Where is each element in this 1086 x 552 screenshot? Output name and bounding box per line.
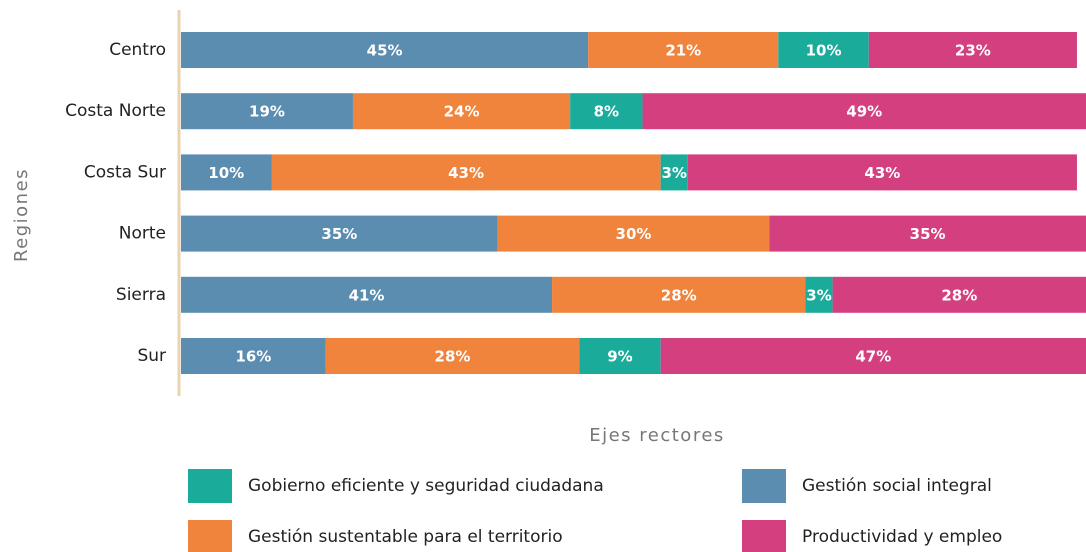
bar-segment <box>552 276 806 313</box>
bar-segment <box>181 32 589 68</box>
bar-segment <box>181 93 353 130</box>
data-label: 35% <box>321 225 357 243</box>
bar-segment <box>832 276 1086 313</box>
bar-segment <box>687 154 1077 191</box>
data-label: 28% <box>435 348 471 366</box>
legend-label: Gestión sustentable para el territorio <box>248 527 563 547</box>
data-label: 28% <box>941 286 977 304</box>
bar-segment <box>579 338 661 374</box>
legend-swatch <box>188 469 232 503</box>
y-tick-label: Centro <box>109 40 166 60</box>
legend-label: Productividad y empleo <box>802 527 1002 547</box>
legend-swatch <box>188 520 232 552</box>
data-label: 43% <box>448 164 484 182</box>
data-label: 30% <box>616 225 652 243</box>
data-label: 28% <box>661 286 697 304</box>
y-tick-label: Sur <box>137 346 166 366</box>
bar-segment <box>325 338 580 374</box>
y-tick-label: Costa Sur <box>84 162 166 182</box>
data-label: 16% <box>235 348 271 366</box>
bar-segment <box>660 154 688 191</box>
legend-swatch <box>742 520 786 552</box>
bar-segment <box>570 93 643 130</box>
data-label: 45% <box>367 42 403 60</box>
bar-segment <box>271 154 661 191</box>
bar-segment <box>181 338 326 374</box>
bar-segment <box>805 276 833 313</box>
data-label: 19% <box>249 103 285 121</box>
bar-segment <box>660 338 1086 374</box>
data-label: 10% <box>806 42 842 60</box>
bar-segment <box>181 276 553 313</box>
legend-label: Gestión social integral <box>802 476 992 496</box>
y-tick-label: Costa Norte <box>65 101 166 121</box>
bar-segment <box>769 215 1086 252</box>
data-label: 3% <box>806 286 831 304</box>
data-label: 9% <box>607 348 632 366</box>
data-label: 23% <box>955 42 991 60</box>
data-label: 35% <box>910 225 946 243</box>
y-tick-label: Norte <box>119 224 166 244</box>
data-label: 47% <box>855 348 891 366</box>
data-label: 49% <box>846 103 882 121</box>
data-label: 3% <box>661 164 686 182</box>
x-axis-label: Ejes rectores <box>589 425 725 446</box>
bar-segment <box>497 215 770 252</box>
data-label: 43% <box>864 164 900 182</box>
y-tick-label: Sierra <box>116 285 166 305</box>
data-label: 8% <box>594 103 619 121</box>
bar-segment <box>181 154 272 191</box>
bar-segment <box>181 215 498 252</box>
bar-segment <box>868 32 1077 68</box>
bar-segment <box>588 32 779 68</box>
data-label: 24% <box>444 103 480 121</box>
bar-segment <box>352 93 571 130</box>
legend-swatch <box>742 469 786 503</box>
legend-label: Gobierno eficiente y seguridad ciudadana <box>248 476 604 496</box>
bar-segment <box>642 93 1086 130</box>
data-label: 41% <box>349 286 385 304</box>
data-label: 10% <box>208 164 244 182</box>
y-axis-label: Regiones <box>11 168 32 262</box>
data-label: 21% <box>665 42 701 60</box>
bar-segment <box>778 32 869 68</box>
